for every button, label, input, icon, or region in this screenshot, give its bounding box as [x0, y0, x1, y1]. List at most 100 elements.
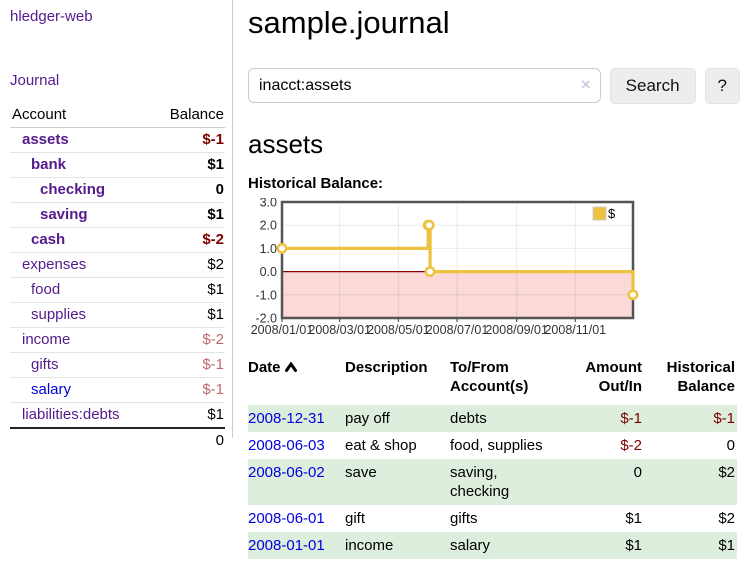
account-balance: $1	[151, 402, 225, 428]
account-row: bank $1	[10, 152, 225, 178]
account-link-checking[interactable]: checking	[40, 181, 106, 198]
transaction-balance: $2	[718, 464, 735, 481]
account-link-cash[interactable]: cash	[31, 231, 66, 248]
search-button[interactable]: Search	[609, 68, 696, 104]
data-point-marker	[276, 242, 288, 254]
account-link-assets[interactable]: assets	[22, 131, 69, 148]
journal-link[interactable]: Journal	[10, 72, 60, 89]
register-row: 2008-12-31 pay off debts $-1 $-1	[248, 405, 737, 432]
account-balance: $1	[151, 302, 225, 328]
x-tick-label: 2008/03/01	[308, 323, 371, 337]
account-row: gifts $-1	[10, 352, 225, 378]
transaction-description: gift	[345, 510, 366, 527]
transaction-accounts: saving, checking	[450, 464, 510, 500]
transaction-amount: $-1	[620, 410, 642, 427]
accounts-header-row: Account Balance	[10, 103, 225, 128]
account-balance: $-1	[151, 377, 225, 403]
transaction-date-link[interactable]: 2008-12-31	[248, 410, 325, 427]
transaction-amount: 0	[633, 464, 642, 481]
transaction-date-link[interactable]: 2008-06-01	[248, 510, 325, 527]
accounts-total-spacer	[10, 427, 152, 453]
transaction-balance: $-1	[713, 410, 735, 427]
transaction-accounts: gifts	[450, 510, 478, 527]
transaction-accounts: salary	[450, 537, 491, 554]
account-row: salary $-1	[10, 377, 225, 403]
y-tick-label: -1.0	[255, 288, 277, 302]
transaction-amount: $1	[625, 510, 642, 527]
register-row: 2008-06-03 eat & shop food, supplies $-2 0	[248, 432, 737, 459]
account-row: food $1	[10, 277, 225, 303]
register-row: 2008-01-01 income salary $1 $1	[248, 532, 737, 559]
register-header-balance: Historical Balance	[666, 359, 735, 395]
transaction-balance: 0	[726, 437, 735, 454]
account-link-expenses[interactable]: expenses	[22, 256, 87, 273]
chart-title: Historical Balance:	[248, 175, 384, 192]
account-balance: 0	[151, 177, 225, 203]
x-tick-label: 2008/05/01	[367, 323, 430, 337]
register-table: Date Description To/From Account(s) Amou…	[248, 356, 737, 559]
account-row: supplies $1	[10, 302, 225, 328]
account-row: assets $-1	[10, 128, 225, 153]
account-row: cash $-2	[10, 227, 225, 253]
accounts-header-balance: Balance	[151, 103, 225, 128]
y-tick-label: 2.0	[260, 219, 277, 233]
search-form: × Search ?	[248, 68, 740, 104]
account-row: income $-2	[10, 327, 225, 353]
account-balance: $1	[151, 152, 225, 178]
sort-ascending-icon	[284, 358, 297, 377]
account-link-income[interactable]: income	[22, 331, 71, 348]
search-input[interactable]	[248, 68, 601, 103]
account-balance: $-2	[151, 227, 225, 253]
account-link-food[interactable]: food	[31, 281, 61, 298]
y-tick-label: 0.0	[260, 265, 277, 279]
account-balance: $-1	[151, 352, 225, 378]
register-row: 2008-06-01 gift gifts $1 $2	[248, 505, 737, 532]
clear-search-icon[interactable]: ×	[580, 75, 591, 94]
transaction-description: pay off	[345, 410, 390, 427]
account-link-gifts[interactable]: gifts	[31, 356, 59, 373]
transaction-balance: $1	[718, 537, 735, 554]
account-balance: $2	[151, 252, 225, 278]
transaction-date-link[interactable]: 2008-06-02	[248, 464, 325, 481]
negative-region	[282, 271, 633, 318]
transaction-balance: $2	[718, 510, 735, 527]
transaction-description: save	[345, 464, 377, 481]
transaction-date-link[interactable]: 2008-06-03	[248, 437, 325, 454]
account-link-saving[interactable]: saving	[40, 206, 88, 223]
transaction-description: eat & shop	[345, 437, 417, 454]
legend-swatch	[592, 206, 607, 221]
account-link-liabilities-debts[interactable]: liabilities:debts	[22, 406, 120, 423]
accounts-total-value: 0	[151, 427, 225, 453]
account-link-bank[interactable]: bank	[31, 156, 67, 173]
date-header-label: Date	[248, 359, 281, 376]
app-title-link[interactable]: hledger-web	[10, 8, 93, 25]
transaction-date-link[interactable]: 2008-01-01	[248, 537, 325, 554]
register-header-description: Description	[345, 359, 428, 376]
y-tick-label: 1.0	[260, 242, 277, 256]
transaction-accounts: debts	[450, 410, 487, 427]
sidebar: hledger-web Journal Account Balance asse…	[0, 0, 233, 453]
x-tick-label: 2008/11/01	[544, 323, 606, 337]
register-row: 2008-06-02 save saving, checking 0 $2	[248, 459, 737, 505]
page-title: sample.journal	[248, 5, 450, 40]
accounts-header-account: Account	[10, 103, 152, 128]
account-heading: assets	[248, 129, 324, 159]
transaction-amount: $-2	[620, 437, 642, 454]
account-balance: $1	[151, 277, 225, 303]
transaction-amount: $1	[625, 537, 642, 554]
account-row: checking 0	[10, 177, 225, 203]
account-row: liabilities:debts $1	[10, 402, 225, 428]
transaction-description: income	[345, 537, 394, 554]
account-link-salary[interactable]: salary	[31, 381, 72, 398]
help-button[interactable]: ?	[704, 68, 740, 104]
data-point-marker	[627, 289, 639, 301]
account-link-supplies[interactable]: supplies	[31, 306, 87, 323]
x-tick-label: 2008/01/01	[251, 323, 314, 337]
data-point-marker	[424, 266, 436, 278]
accounts-total-row: 0	[10, 427, 225, 453]
accounts-table: Account Balance assets $-1 bank $1 checking 0…	[10, 103, 225, 453]
main-content: sample.journal × Search ? assets Histori…	[248, 0, 740, 559]
account-balance: $-2	[151, 327, 225, 353]
register-header-date[interactable]: Date	[248, 356, 345, 405]
